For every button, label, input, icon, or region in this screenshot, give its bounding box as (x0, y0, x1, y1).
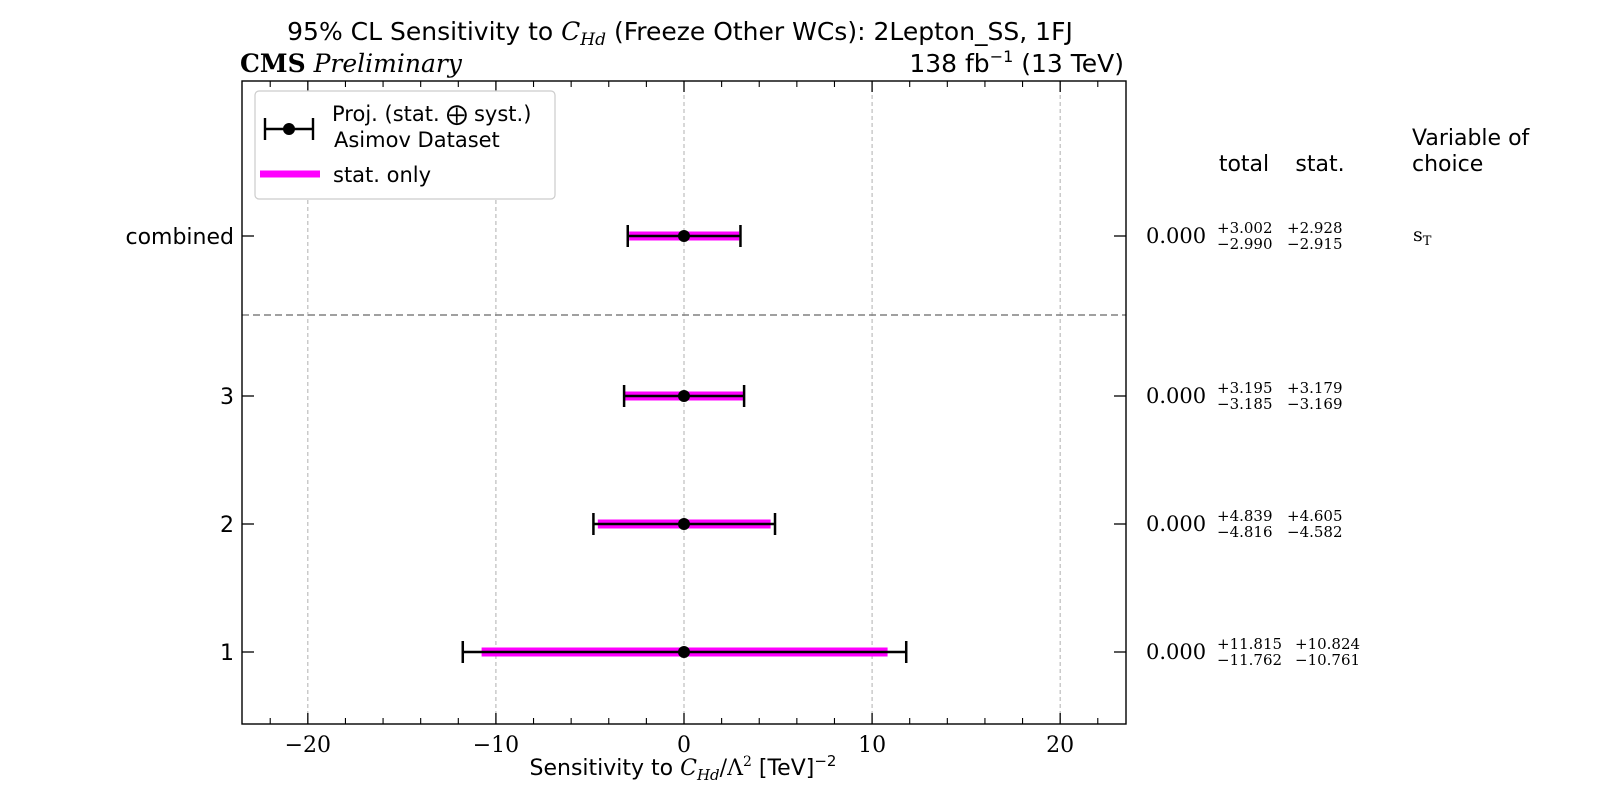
stat-up-value: +3.179 (1287, 379, 1343, 397)
stat-down-value: −3.169 (1287, 395, 1343, 413)
plot-frame (241, 80, 1127, 725)
x-axis-label: Sensitivity to CHd/Λ2 [TeV]−2 (530, 752, 837, 784)
center-marker (678, 390, 690, 402)
stat-up-value: +2.928 (1287, 219, 1343, 237)
row-values: 0.000 +3.002−2.990 +2.928−2.915 sT 0.000 +3.1… (1146, 219, 1432, 669)
total-up-value: +3.002 (1217, 219, 1273, 237)
cms-label: CMS Preliminary (240, 49, 463, 78)
center-value: 0.000 (1146, 512, 1206, 536)
center-marker (678, 230, 690, 242)
variable-subscript: T (1423, 234, 1432, 249)
center-value: 0.000 (1146, 384, 1206, 408)
y-tick-label: 3 (220, 385, 234, 410)
y-tick-label: 1 (220, 641, 234, 666)
lumi-label: 138 fb−1 (13 TeV) (909, 47, 1124, 78)
x-tick-label: 10 (858, 733, 886, 758)
legend-asimov-label: Asimov Dataset (334, 128, 500, 152)
x-tick-label: 0 (677, 733, 691, 758)
center-value: 0.000 (1146, 640, 1206, 664)
legend-proj-label: Proj. (stat. ⨁ syst.) (332, 102, 531, 126)
legend: Proj. (stat. ⨁ syst.) Asimov Dataset sta… (254, 90, 556, 200)
variable-name: s (1413, 224, 1423, 246)
legend-proj-marker (263, 118, 315, 140)
stat-up-value: +4.605 (1287, 507, 1343, 525)
center-marker (678, 518, 690, 530)
chart-title: 95% CL Sensitivity to CHd (Freeze Other … (287, 17, 1073, 50)
x-tick-label: −20 (285, 733, 331, 758)
total-up-value: +4.839 (1217, 507, 1273, 525)
x-tick-label: −10 (473, 733, 519, 758)
total-up-value: +11.815 (1217, 635, 1282, 653)
total-down-value: −2.990 (1217, 235, 1273, 253)
stat-down-value: −4.582 (1287, 523, 1343, 541)
axis-ticks: −20 −10 0 10 20 combined 3 2 1 (125, 81, 1126, 758)
legend-box (254, 90, 556, 200)
total-down-value: −4.816 (1217, 523, 1273, 541)
y-tick-label: combined (125, 225, 234, 250)
total-down-value: −3.185 (1217, 395, 1273, 413)
header-variable-line1: Variable of (1412, 126, 1531, 151)
legend-stat-label: stat. only (333, 163, 431, 187)
header-variable-line2: choice (1412, 152, 1483, 177)
x-tick-label: 20 (1046, 733, 1074, 758)
total-down-value: −11.762 (1217, 651, 1282, 669)
stat-up-value: +10.824 (1295, 635, 1360, 653)
header-stat: stat. (1295, 152, 1344, 177)
variable-of-choice: sT (1413, 224, 1432, 249)
center-value: 0.000 (1146, 224, 1206, 248)
center-marker (678, 646, 690, 658)
header-total: total (1219, 152, 1269, 177)
stat-down-value: −2.915 (1287, 235, 1343, 253)
y-tick-label: 2 (220, 513, 234, 538)
stat-down-value: −10.761 (1295, 651, 1360, 669)
total-up-value: +3.195 (1217, 379, 1273, 397)
error-bars (461, 225, 908, 663)
